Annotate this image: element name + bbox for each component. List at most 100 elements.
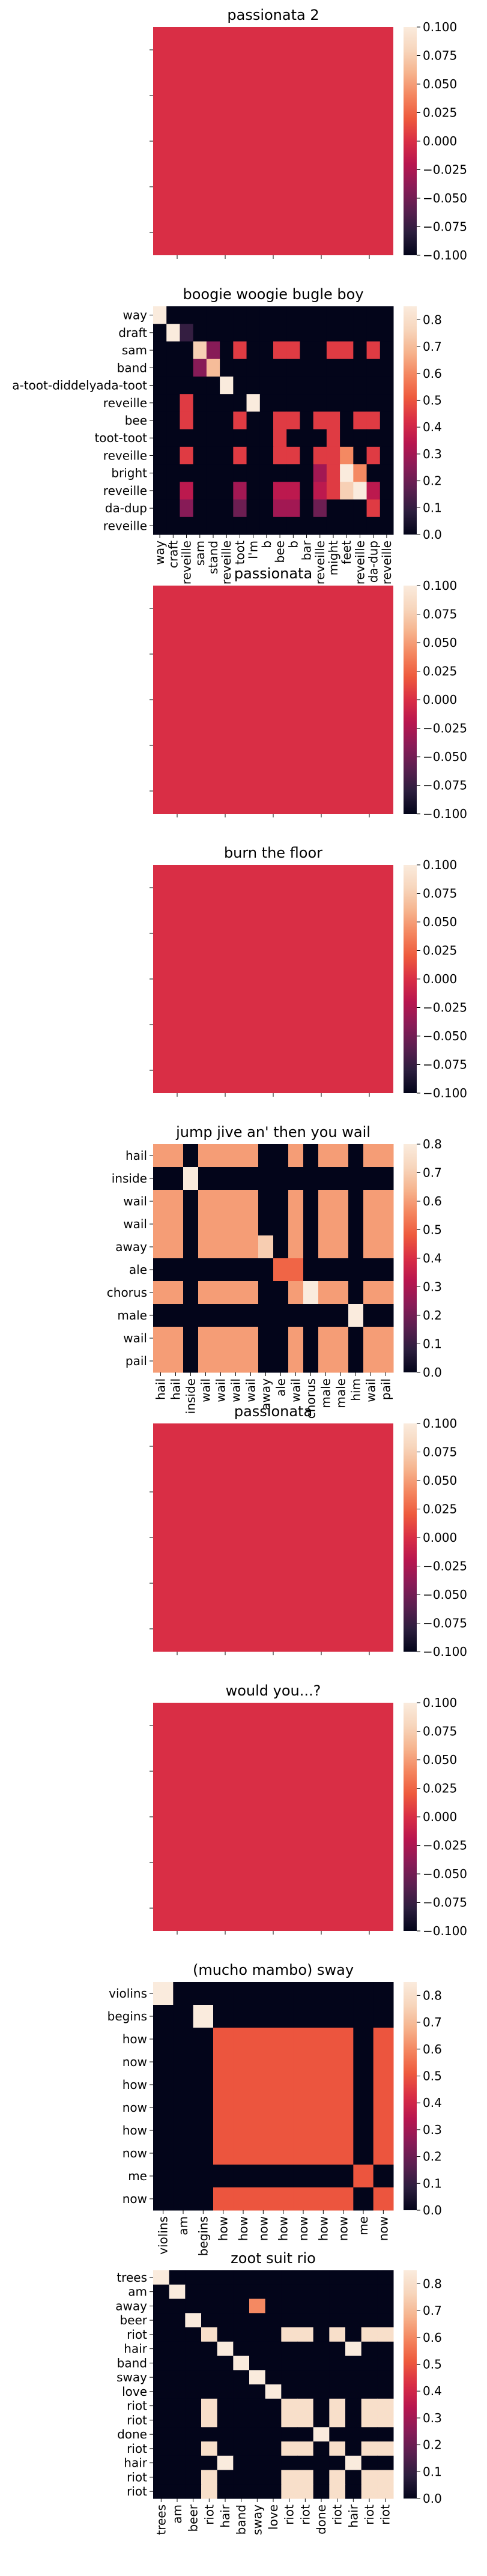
- heatmap-cell: [243, 1258, 259, 1282]
- heatmap-cell: [217, 2484, 234, 2499]
- heatmap-cell: [303, 1213, 319, 1236]
- heatmap-cell: [326, 517, 340, 535]
- heatmap-cell: [168, 1258, 184, 1282]
- heatmap-cell: [297, 2455, 314, 2470]
- heatmap-cell: [217, 2470, 234, 2485]
- heatmap-cell: [353, 517, 368, 535]
- x-tick-label: now: [296, 2216, 310, 2241]
- colorbar-tick-label: 0.6: [423, 2330, 442, 2345]
- heatmap-cell: [183, 1190, 199, 1213]
- heatmap-cell: [153, 2142, 174, 2165]
- heatmap-cell: [253, 2142, 274, 2165]
- heatmap-cell: [258, 1167, 274, 1190]
- heatmap-cell: [213, 1235, 229, 1259]
- heatmap-cell: [265, 2270, 282, 2285]
- y-tick-label: away: [115, 2299, 147, 2313]
- heatmap-cell: [153, 2455, 170, 2470]
- y-tick-label: now: [123, 2146, 147, 2160]
- y-tick-label: now: [123, 2192, 147, 2206]
- heatmap-cell: [246, 464, 261, 482]
- heatmap-cell: [173, 2005, 194, 2028]
- heatmap-cell: [153, 2073, 174, 2097]
- heatmap-cell: [273, 2165, 294, 2188]
- colorbar-tick-label: 0.100: [423, 858, 457, 872]
- x-tick-label: I'm: [246, 541, 261, 559]
- y-tick-label: bee: [125, 413, 147, 428]
- heatmap-cell: [233, 2313, 250, 2328]
- heatmap-cell: [183, 1235, 199, 1259]
- heatmap-cell: [180, 359, 194, 377]
- heatmap-cell: [206, 324, 220, 342]
- heatmap-cell: [313, 2165, 334, 2188]
- heatmap-cell: [313, 2096, 334, 2120]
- heatmap-cell: [297, 2470, 314, 2485]
- heatmap-cell: [313, 2313, 330, 2328]
- colorbar-tick-label: 0.1: [423, 500, 442, 515]
- heatmap-cell: [168, 1190, 184, 1213]
- heatmap-cell: [297, 2384, 314, 2399]
- heatmap-panel: zoot suit riotreesamawaybeerriothairband…: [115, 2250, 442, 2535]
- heatmap-cell: [318, 1213, 334, 1236]
- heatmap-cell: [258, 1213, 274, 1236]
- y-tick-label: love: [122, 2384, 147, 2399]
- heatmap-cell: [345, 2455, 362, 2470]
- heatmap-cell: [253, 2119, 274, 2142]
- heatmap-cell: [345, 2470, 362, 2485]
- x-tick-label: ale: [274, 1378, 288, 1396]
- heatmap-cell: [198, 1281, 214, 1305]
- heatmap-cell: [249, 2313, 266, 2328]
- heatmap-cell: [313, 359, 327, 377]
- heatmap-cell: [300, 324, 314, 342]
- heatmap-cell: [258, 1235, 274, 1259]
- heatmap-cell: [361, 2413, 378, 2428]
- colorbar: [404, 1144, 417, 1372]
- colorbar-tick-label: 0.0: [423, 2203, 442, 2217]
- heatmap-cell: [193, 306, 207, 324]
- heatmap-cell: [377, 2441, 394, 2456]
- heatmap-cell: [246, 482, 261, 500]
- x-tick-label: wail: [199, 1378, 213, 1402]
- heatmap-cell: [326, 482, 340, 500]
- x-tick-label: toot: [232, 541, 247, 565]
- heatmap-cell: [281, 2341, 298, 2356]
- heatmap-cell: [361, 2270, 378, 2285]
- heatmap-cell: [198, 1144, 214, 1168]
- heatmap-cell: [273, 429, 287, 447]
- heatmap-cell: [153, 2341, 170, 2356]
- heatmap-cell: [193, 429, 207, 447]
- heatmap-cell: [233, 2327, 250, 2342]
- heatmap-cell: [288, 1350, 304, 1373]
- x-tick-label: riot: [298, 2505, 312, 2525]
- heatmap-cell: [166, 394, 180, 412]
- heatmap-cell: [326, 499, 340, 518]
- heatmap-cell: [233, 2299, 250, 2314]
- heatmap-cell: [220, 446, 234, 465]
- heatmap-cell: [201, 2299, 218, 2314]
- y-tick-label: ale: [129, 1262, 147, 1277]
- heatmap-cell: [313, 2398, 330, 2413]
- heatmap-cell: [273, 376, 287, 395]
- heatmap-cell: [201, 2370, 218, 2385]
- heatmap-cell: [300, 482, 314, 500]
- heatmap-cell: [345, 2299, 362, 2314]
- heatmap-cell: [206, 306, 220, 324]
- heatmap-cell: [233, 411, 247, 430]
- heatmap-cell: [366, 306, 381, 324]
- heatmap-cell: [297, 2356, 314, 2371]
- heatmap-cell: [361, 2341, 378, 2356]
- heatmap-cell: [180, 517, 194, 535]
- heatmap-cell: [153, 1327, 169, 1350]
- heatmap-cell: [185, 2270, 202, 2285]
- colorbar-tick-label: −0.100: [423, 1924, 467, 1938]
- heatmap-cell: [217, 2313, 234, 2328]
- y-tick-label: wail: [123, 1194, 147, 1208]
- y-tick-label: riot: [127, 2399, 147, 2413]
- heatmap-cell: [378, 1213, 394, 1236]
- heatmap-cell: [340, 517, 354, 535]
- colorbar-tick-label: 0.1: [423, 1337, 442, 1351]
- heatmap-cell: [361, 2327, 378, 2342]
- heatmap-cell: [169, 2427, 186, 2442]
- heatmap-cell: [303, 1167, 319, 1190]
- colorbar-tick-label: 0.000: [423, 972, 457, 986]
- heatmap-cell: [281, 2313, 298, 2328]
